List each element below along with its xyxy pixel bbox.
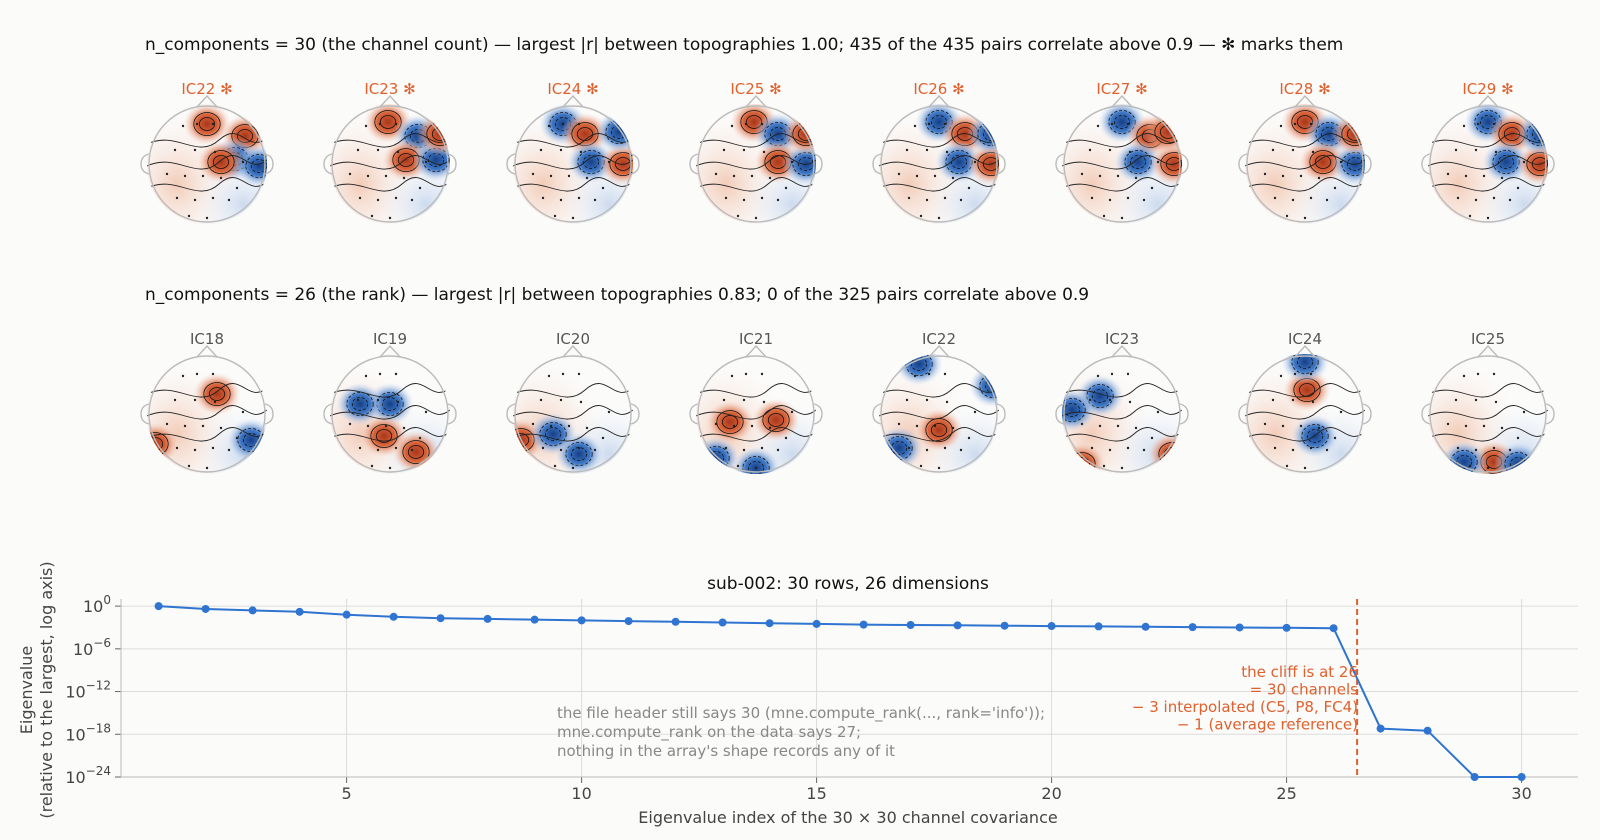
center-note-line-0: the file header still says 30 (mne.compu… <box>557 704 1045 723</box>
mid-ic-label-0: IC18 <box>190 330 224 348</box>
top-topomap-5 <box>1055 94 1189 224</box>
top-topomap-2 <box>506 94 640 224</box>
top-topomap-7 <box>1421 94 1555 224</box>
top-ic-label-7: IC29 ✻ <box>1462 80 1513 98</box>
y-tick-label-0: 100 <box>83 593 111 616</box>
eigenvalue-point-28 <box>1423 726 1432 735</box>
center-annotation: the file header still says 30 (mne.compu… <box>557 704 1045 760</box>
mid-ic-label-5: IC23 <box>1105 330 1139 348</box>
chart-title: sub-002: 30 rows, 26 dimensions <box>707 574 989 594</box>
eigenvalue-point-16 <box>859 620 868 629</box>
mid-topomap-4 <box>872 344 1006 474</box>
x-tick-label-1: 10 <box>571 784 591 803</box>
top-topomap-6 <box>1238 94 1372 224</box>
top-ic-label-5: IC27 ✻ <box>1096 80 1147 98</box>
top-topomap-1 <box>323 94 457 224</box>
x-tick-label-0: 5 <box>342 784 352 803</box>
eigenvalue-point-22 <box>1141 622 1150 631</box>
eigenvalue-point-12 <box>671 617 680 626</box>
cliff-note-line-1: = 30 channels <box>1250 681 1359 699</box>
mid-panel-title: n_components = 26 (the rank) — largest |… <box>145 285 1089 305</box>
eigenvalue-point-20 <box>1047 622 1056 631</box>
eigenvalue-point-14 <box>765 619 774 628</box>
eigenvalue-point-24 <box>1235 623 1244 632</box>
mid-topomap-7 <box>1421 344 1555 474</box>
eigenvalue-point-17 <box>906 620 915 629</box>
mid-topomap-6 <box>1238 344 1372 474</box>
center-note-line-2: nothing in the array's shape records any… <box>557 742 895 760</box>
y-tick-label-1: 10−6 <box>73 636 111 659</box>
eigenvalue-point-30 <box>1517 773 1526 781</box>
eigenvalue-point-25 <box>1282 623 1291 632</box>
chart-axes: 5 10 15 20 25 30 100 10−6 10−12 10−18 10−24 <box>65 593 1578 803</box>
mid-ic-label-2: IC20 <box>556 330 590 348</box>
top-ic-label-3: IC25 ✻ <box>730 80 781 98</box>
eigenvalue-point-26 <box>1329 624 1338 633</box>
eigenvalue-point-21 <box>1094 622 1103 631</box>
eigenvalue-point-18 <box>953 621 962 630</box>
eigenvalue-series-line <box>158 605 1522 778</box>
x-tick-label-3: 20 <box>1041 784 1061 803</box>
mid-topomap-5 <box>1055 344 1189 474</box>
eigenvalue-point-9 <box>530 615 539 624</box>
eigenvalue-point-29 <box>1470 773 1479 781</box>
mid-topomap-3 <box>689 344 823 474</box>
y-tick-label-4: 10−24 <box>65 764 111 787</box>
mid-ic-label-7: IC25 <box>1471 330 1505 348</box>
eigenvalue-point-10 <box>577 616 586 625</box>
y-tick-label-3: 10−18 <box>65 721 111 744</box>
eigenvalue-chart: sub-002: 30 rows, 26 dimensions 5 10 15 20 2… <box>17 561 1578 827</box>
mid-ic-label-4: IC22 <box>922 330 956 348</box>
chart-marks <box>154 599 1526 781</box>
top-topomap-row: IC22 ✻ IC23 ✻ IC24 ✻ IC25 ✻ IC26 ✻ IC27 ✻ IC28… <box>140 80 1555 224</box>
mid-topomap-2 <box>506 344 640 474</box>
top-topomap-0 <box>140 94 274 224</box>
eigenvalue-point-27 <box>1376 724 1385 733</box>
top-topomap-3 <box>689 94 823 224</box>
eigenvalue-point-19 <box>1000 621 1009 630</box>
top-ic-label-4: IC26 ✻ <box>913 80 964 98</box>
eigenvalue-point-4 <box>295 607 304 616</box>
cliff-note-line-2: − 3 interpolated (C5, P8, FC4) <box>1132 698 1358 716</box>
eigenvalue-point-1 <box>154 602 163 611</box>
top-ic-label-2: IC24 ✻ <box>547 80 598 98</box>
mid-ic-label-1: IC19 <box>373 330 407 348</box>
x-tick-label-4: 25 <box>1276 784 1296 803</box>
mid-topomap-row: IC18 IC19 IC20 IC21 IC22 IC23 IC24 IC25 <box>140 330 1555 474</box>
top-ic-label-0: IC22 ✻ <box>181 80 232 98</box>
top-topomap-4 <box>872 94 1006 224</box>
eigenvalue-point-6 <box>389 612 398 621</box>
y-axis-label-line1: Eigenvalue <box>17 646 36 734</box>
eigenvalue-point-11 <box>624 617 633 626</box>
eigenvalue-point-2 <box>201 604 210 613</box>
top-ic-label-1: IC23 ✻ <box>364 80 415 98</box>
top-panel-title: n_components = 30 (the channel count) — … <box>145 35 1343 55</box>
eigenvalue-point-5 <box>342 610 351 619</box>
mid-topomap-0 <box>140 344 274 474</box>
cliff-note-line-0: the cliff is at 26 <box>1241 663 1358 681</box>
mid-ic-label-3: IC21 <box>739 330 773 348</box>
center-note-line-1: mne.compute_rank on the data says 27; <box>557 723 861 742</box>
eigenvalue-point-23 <box>1188 623 1197 632</box>
eigenvalue-point-13 <box>718 618 727 627</box>
y-tick-label-2: 10−12 <box>65 679 111 702</box>
top-ic-label-6: IC28 ✻ <box>1279 80 1330 98</box>
x-axis-label: Eigenvalue index of the 30 × 30 channel … <box>638 808 1057 827</box>
cliff-note-line-3: − 1 (average reference) <box>1177 716 1358 734</box>
x-tick-label-5: 30 <box>1511 784 1531 803</box>
x-tick-label-2: 15 <box>806 784 826 803</box>
cliff-annotation: the cliff is at 26= 30 channels− 3 inter… <box>1132 663 1358 734</box>
mid-ic-label-6: IC24 <box>1288 330 1322 348</box>
mid-topomap-1 <box>323 344 457 474</box>
eigenvalue-point-7 <box>436 614 445 623</box>
eigenvalue-point-8 <box>483 614 492 623</box>
y-axis-label-line2: (relative to the largest, log axis) <box>37 561 56 818</box>
eigenvalue-point-3 <box>248 606 257 615</box>
eigenvalue-point-15 <box>812 619 821 628</box>
